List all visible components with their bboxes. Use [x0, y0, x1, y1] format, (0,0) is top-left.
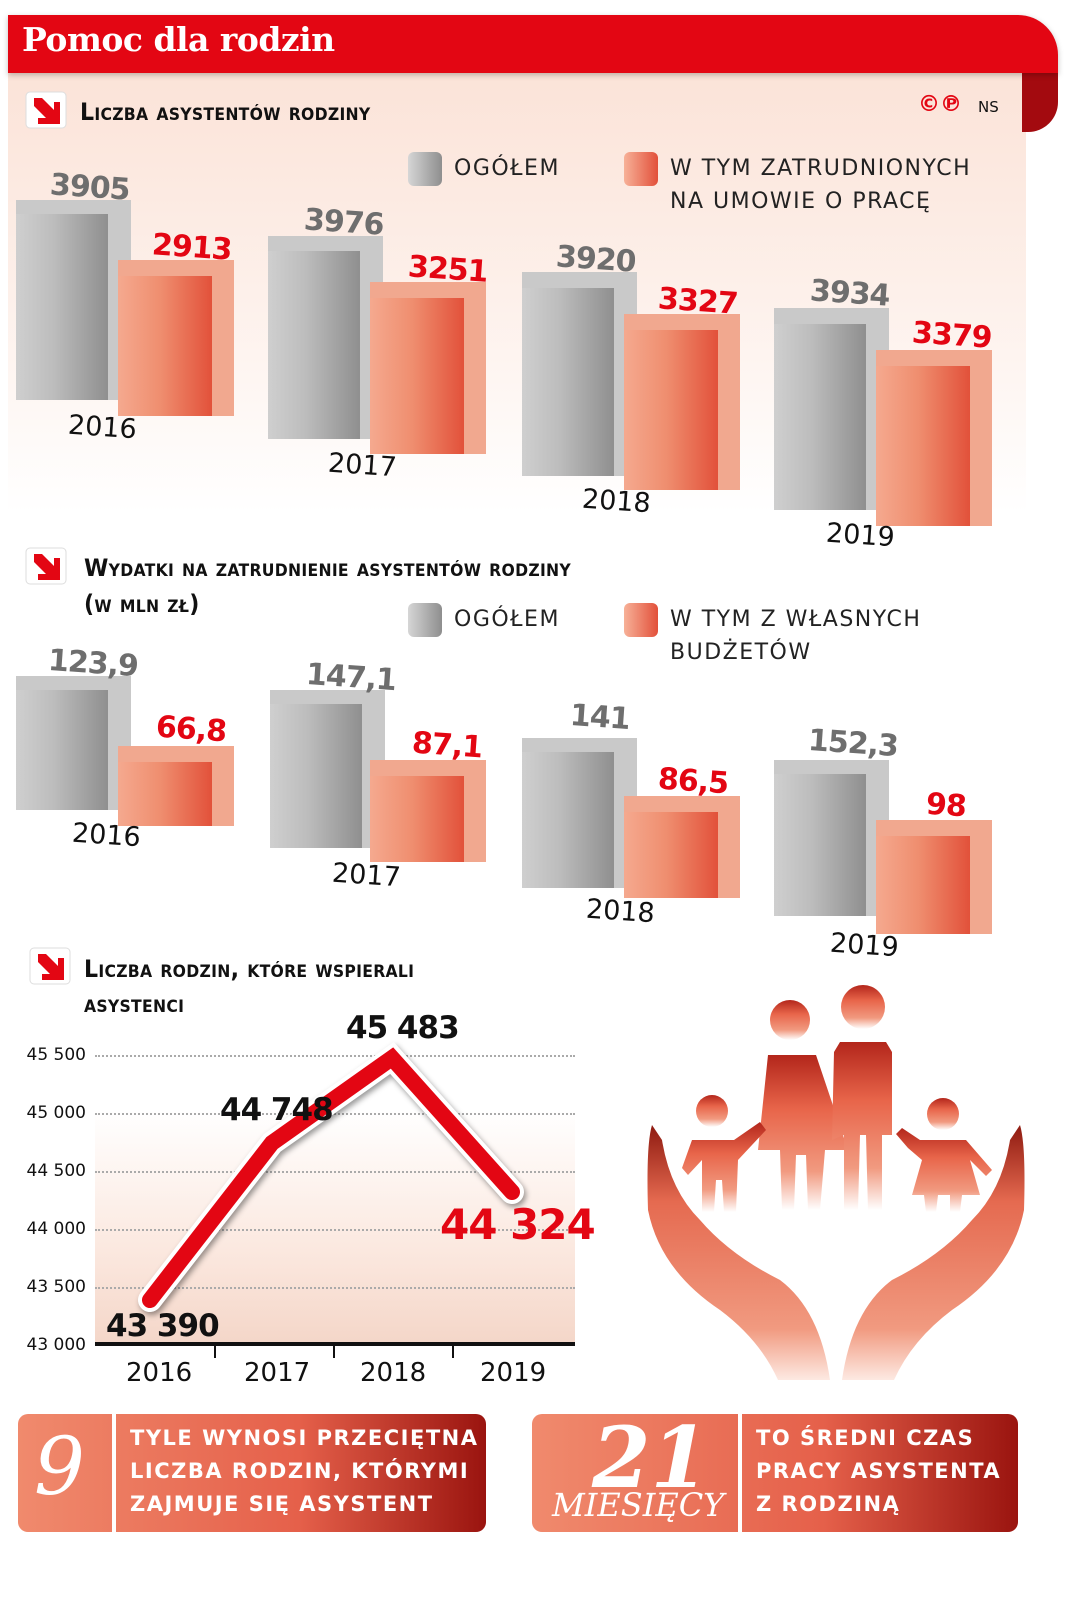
fact-number: 9 [34, 1420, 85, 1513]
y-tick-43500: 43 500 [26, 1277, 86, 1297]
fact-unit: MIESIĘCY [552, 1486, 725, 1524]
x-axis-line [95, 1342, 575, 1346]
bar-employed-2016 [118, 260, 234, 416]
fact-divider [738, 1414, 742, 1532]
gridline [95, 1171, 575, 1173]
fact-text-line1: TYLE WYNOSI PRZECIĘTNA [130, 1426, 479, 1450]
fact-text-line2: LICZBA RODZIN, KTÓRYMI [130, 1459, 470, 1483]
y-tick-45500: 45 500 [26, 1045, 86, 1065]
legend-swatch-total [408, 603, 442, 637]
bar-own-budgets-2018 [624, 796, 740, 898]
bar-employed-2019 [876, 350, 992, 526]
fact-text-line2: PRACY ASYSTENTA [756, 1459, 1002, 1483]
bar-total-2017 [268, 236, 383, 439]
fact-box-avg-work-time: 21 MIESIĘCY TO ŚREDNI CZAS PRACY ASYSTEN… [532, 1408, 1018, 1532]
fact-box-families-per-assistant: 9 TYLE WYNOSI PRZECIĘTNA LICZBA RODZIN, … [18, 1414, 486, 1532]
legend-label-employed-line2: NA UMOWIE O PRACĘ [670, 189, 932, 214]
family-in-hands-illustration [647, 985, 1025, 1380]
bar-own-budgets-2016 [118, 746, 234, 826]
fact-text-line3: Z RODZINĄ [756, 1492, 901, 1516]
section-title-families: Liczba rodzin, które wspierali [84, 955, 415, 983]
section-title-expenses-unit: (w mln zł) [84, 590, 200, 618]
page-title: Pomoc dla rodzin [22, 20, 335, 59]
point-label-2019: 44 324 [440, 1200, 596, 1249]
bar-own-budgets-2019 [876, 820, 992, 934]
x-tick-2019: 2019 [480, 1358, 547, 1388]
legend-swatch-employed [624, 152, 658, 186]
x-tick-mark [214, 1344, 216, 1358]
point-label-2016: 43 390 [106, 1308, 220, 1344]
point-label-2017: 44 748 [220, 1092, 334, 1128]
legend-label-total: OGÓŁEM [454, 156, 560, 181]
fact-text-line3: ZAJMUJE SIĘ ASYSTENT [130, 1492, 434, 1516]
copyright-icon: ©℗ [918, 92, 962, 117]
y-tick-44000: 44 000 [26, 1219, 86, 1239]
gridline [95, 1287, 575, 1289]
fact-divider [112, 1414, 116, 1532]
section-title-assistants: Liczba asystentów rodziny [80, 98, 371, 126]
legend-label-own-budgets-line1: W TYM Z WŁASNYCH [670, 607, 922, 632]
bar-total-2017 [270, 690, 385, 848]
bar-own-budgets-2017 [370, 760, 486, 862]
bar-total-2019 [774, 308, 889, 510]
legend-label-employed-line1: W TYM ZATRUDNIONYCH [670, 156, 972, 181]
bar-total-2018 [522, 738, 637, 888]
arrow-down-right-icon [24, 546, 68, 590]
right-hand-icon [842, 1125, 1025, 1380]
arrow-down-right-icon [24, 90, 68, 134]
fact-text-line1: TO ŚREDNI CZAS [756, 1426, 975, 1450]
x-tick-2016: 2016 [126, 1358, 193, 1388]
x-tick-mark [333, 1344, 335, 1358]
left-hand-icon [647, 1125, 830, 1380]
bar-employed-2018 [624, 314, 740, 490]
author-initials: NS [978, 98, 999, 116]
person-icon [682, 985, 992, 1212]
gridline [95, 1055, 575, 1057]
arrow-down-right-icon [28, 946, 72, 990]
legend-swatch-own-budgets [624, 603, 658, 637]
legend-label-own-budgets-line2: BUDŻETÓW [670, 640, 812, 665]
gridline [95, 1113, 575, 1115]
bar-total-2016 [16, 200, 131, 400]
y-tick-45000: 45 000 [26, 1103, 86, 1123]
x-tick-mark [452, 1344, 454, 1358]
point-label-2018: 45 483 [346, 1010, 460, 1046]
section-title-expenses: Wydatki na zatrudnienie asystentów rodzi… [84, 554, 572, 582]
bar-total-2018 [522, 272, 637, 476]
x-tick-2018: 2018 [360, 1358, 427, 1388]
header-bar [8, 15, 1058, 73]
legend-swatch-total [408, 152, 442, 186]
bar-total-2019 [774, 760, 889, 916]
section-title-families-line2: asystenci [84, 990, 185, 1018]
line-chart-plot-area [95, 1110, 575, 1345]
y-tick-44500: 44 500 [26, 1161, 86, 1181]
bar-total-2016 [16, 676, 131, 810]
y-tick-43000: 43 000 [26, 1335, 86, 1355]
x-tick-2017: 2017 [244, 1358, 311, 1388]
fact-number: 21 [592, 1408, 709, 1507]
bar-employed-2017 [370, 282, 486, 454]
legend-label-total: OGÓŁEM [454, 607, 560, 632]
gridline [95, 1229, 575, 1231]
